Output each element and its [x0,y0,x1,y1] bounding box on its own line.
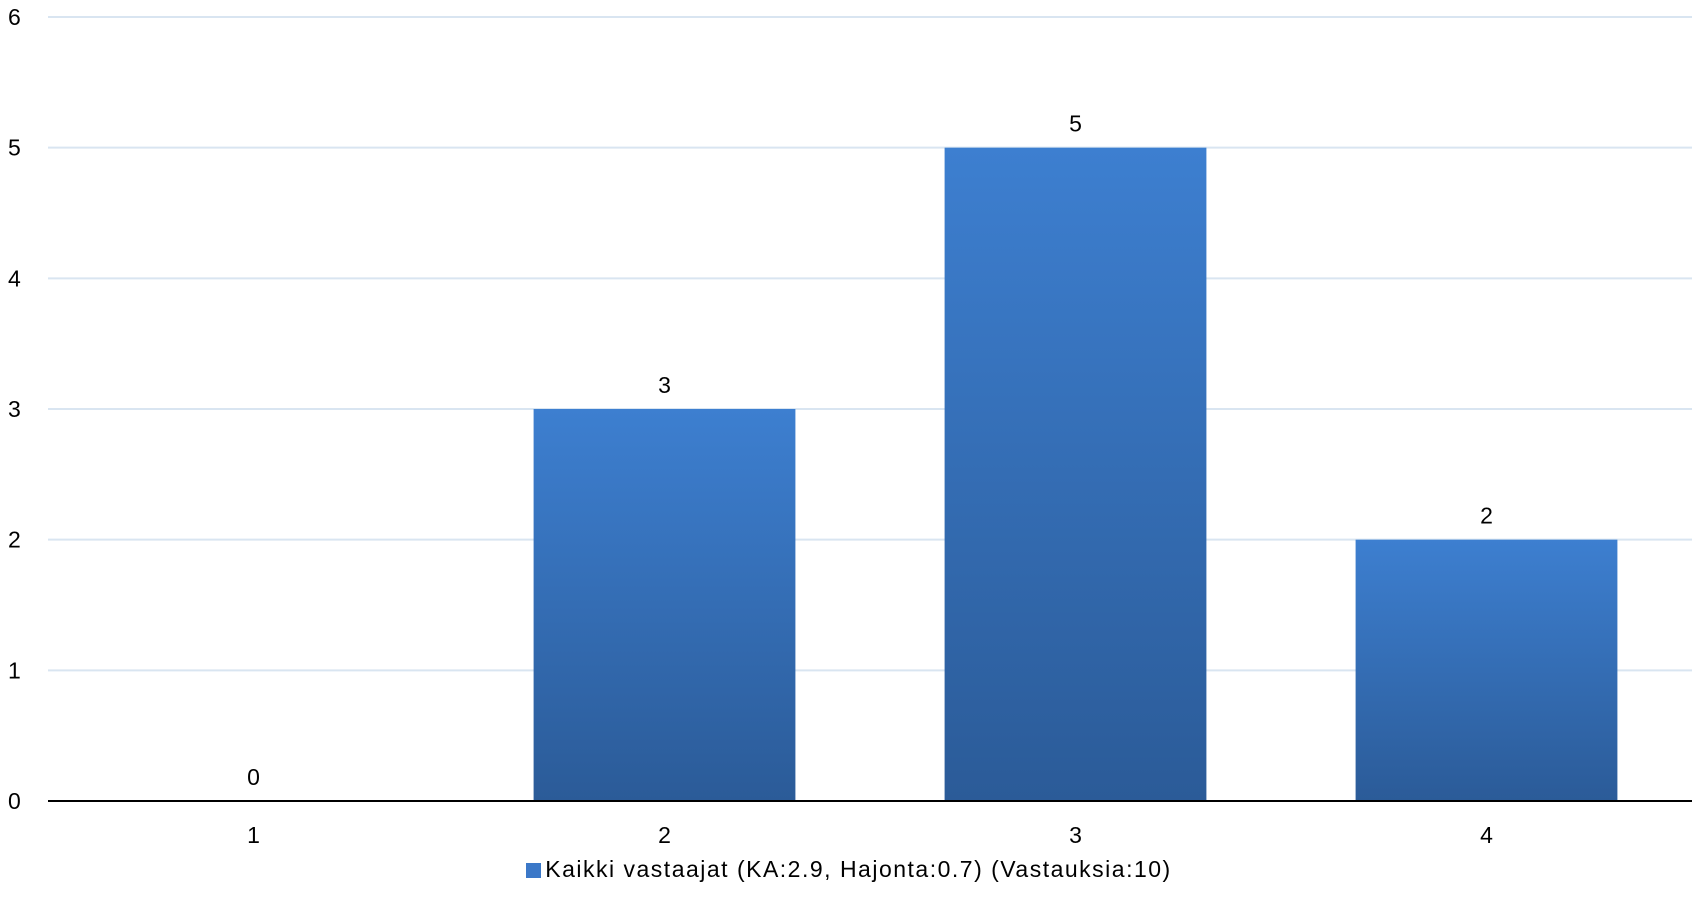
x-tick-label: 1 [247,822,260,848]
data-labels: 0 3 5 2 [247,111,1493,790]
y-tick-label: 0 [8,788,21,814]
bar [533,409,796,801]
data-label: 5 [1069,111,1082,137]
legend-swatch [526,863,542,878]
y-axis-tick-labels: 0 1 2 3 4 5 6 [8,4,21,814]
y-tick-label: 6 [8,4,21,30]
data-label: 2 [1480,503,1493,529]
y-tick-label: 5 [8,135,21,161]
legend: Kaikki vastaajat (KA:2.9, Hajonta:0.7) (… [0,856,1698,883]
x-tick-label: 2 [658,822,671,848]
bar [1355,539,1618,801]
y-tick-label: 2 [8,527,21,553]
data-label: 0 [247,764,260,790]
x-axis-tick-labels: 1 2 3 4 [247,822,1493,848]
x-tick-label: 3 [1069,822,1082,848]
bars [533,147,1618,801]
y-tick-label: 4 [8,265,21,291]
y-tick-label: 3 [8,396,21,422]
bar [944,147,1207,801]
y-tick-label: 1 [8,657,21,683]
data-label: 3 [658,372,671,398]
legend-label: Kaikki vastaajat (KA:2.9, Hajonta:0.7) (… [545,856,1172,882]
x-tick-label: 4 [1480,822,1493,848]
